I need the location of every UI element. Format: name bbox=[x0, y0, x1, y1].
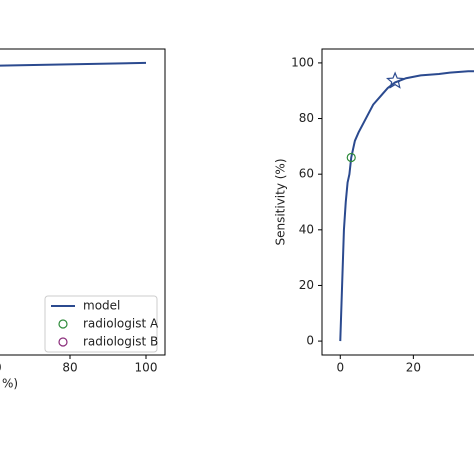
x-tick-label: 0 bbox=[336, 361, 344, 375]
legend-label: radiologist A bbox=[83, 317, 159, 331]
y-tick-label: 60 bbox=[299, 167, 314, 181]
x-tick-label: 60 bbox=[0, 361, 2, 375]
x-axis-label: %) bbox=[2, 377, 18, 391]
legend-swatch bbox=[58, 319, 68, 329]
y-tick-label: 20 bbox=[299, 278, 314, 292]
legend-label: radiologist B bbox=[83, 335, 158, 349]
plot-frame bbox=[0, 48, 166, 356]
plot-frame bbox=[321, 48, 474, 356]
circle-marker bbox=[346, 152, 356, 163]
y-tick-label: 0 bbox=[306, 334, 314, 348]
legend-label: model bbox=[83, 299, 120, 313]
series-line bbox=[0, 61, 147, 67]
star-marker bbox=[385, 71, 405, 89]
y-axis-label: Sensitivity (%) bbox=[274, 158, 288, 245]
y-tick-label: 100 bbox=[291, 55, 314, 69]
y-tick-label: 80 bbox=[299, 111, 314, 125]
x-tick-label: 100 bbox=[135, 361, 158, 375]
x-tick-label: 80 bbox=[62, 361, 77, 375]
y-tick-label: 40 bbox=[299, 222, 314, 236]
legend-box bbox=[44, 295, 158, 353]
series-line bbox=[339, 70, 474, 342]
x-tick-label: 20 bbox=[406, 361, 421, 375]
legend-swatch bbox=[58, 337, 68, 347]
